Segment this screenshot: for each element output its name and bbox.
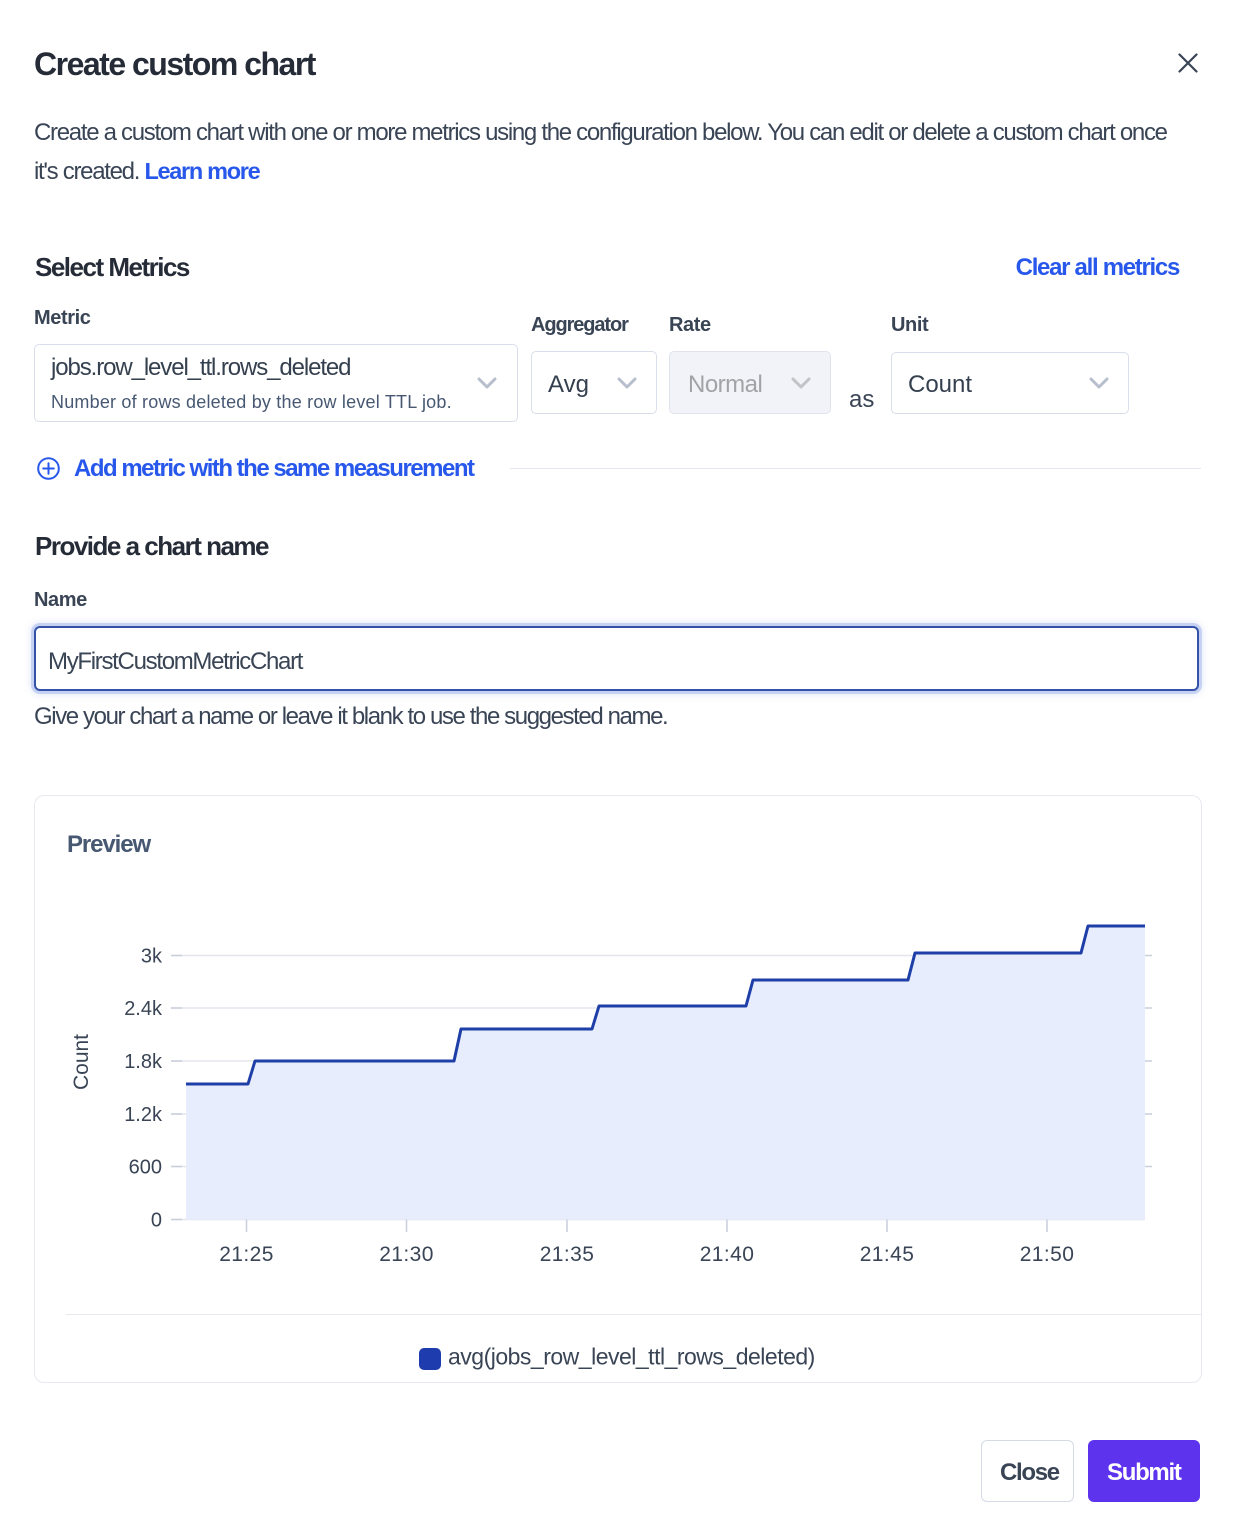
svg-text:3k: 3k bbox=[141, 946, 163, 968]
svg-text:600: 600 bbox=[129, 1157, 162, 1179]
svg-text:21:40: 21:40 bbox=[700, 1243, 755, 1266]
svg-text:21:50: 21:50 bbox=[1020, 1243, 1075, 1266]
svg-text:21:25: 21:25 bbox=[219, 1243, 274, 1266]
svg-text:2.4k: 2.4k bbox=[124, 998, 163, 1020]
svg-text:avg(jobs_row_level_ttl_rows_de: avg(jobs_row_level_ttl_rows_deleted) bbox=[448, 1344, 815, 1370]
svg-text:0: 0 bbox=[151, 1210, 162, 1232]
svg-text:21:45: 21:45 bbox=[860, 1243, 915, 1266]
svg-text:1.8k: 1.8k bbox=[124, 1051, 163, 1073]
svg-text:1.2k: 1.2k bbox=[124, 1104, 163, 1126]
svg-text:21:35: 21:35 bbox=[540, 1243, 595, 1266]
svg-text:21:30: 21:30 bbox=[379, 1243, 434, 1266]
svg-text:Count: Count bbox=[70, 1034, 93, 1090]
